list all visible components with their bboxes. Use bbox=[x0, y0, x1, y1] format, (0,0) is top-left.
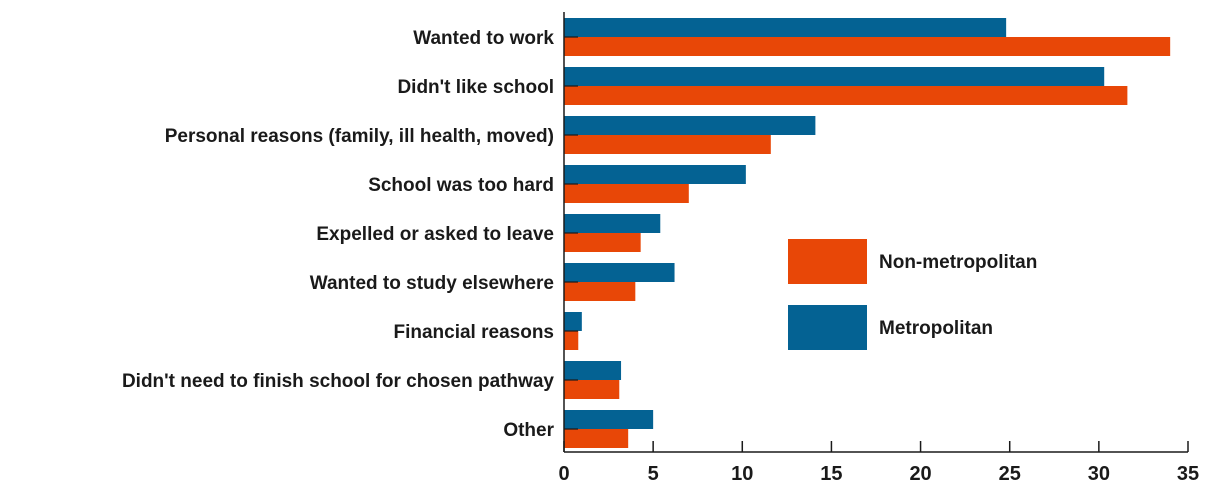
category-labels: Wanted to work Didn't like school Personal… bbox=[122, 28, 555, 441]
legend-swatch-non-metropolitan bbox=[788, 239, 867, 284]
bar-metropolitan-school-was-too-hard bbox=[564, 165, 746, 184]
bars-group bbox=[564, 18, 1171, 448]
x-tick-label: 20 bbox=[909, 463, 931, 485]
bar-metropolitan-expelled-or-asked-to-leave bbox=[564, 214, 661, 233]
bar-non-metropolitan-expelled-or-asked-to-leave bbox=[564, 233, 641, 252]
x-tick-label: 15 bbox=[820, 463, 842, 485]
category-label: Personal reasons (family, ill health, mo… bbox=[165, 126, 554, 147]
x-tick-label: 35 bbox=[1177, 463, 1199, 485]
bar-non-metropolitan-wanted-to-study-elsewhere bbox=[564, 282, 636, 301]
bar-metropolitan-didn-t-like-school bbox=[564, 67, 1105, 86]
bar-non-metropolitan-wanted-to-work bbox=[564, 37, 1171, 56]
bar-metropolitan-other bbox=[564, 410, 654, 429]
x-axis-ticks: 0 5 10 15 20 25 30 35 bbox=[558, 441, 1199, 485]
bar-metropolitan-wanted-to-work bbox=[564, 18, 1007, 37]
category-label: Wanted to work bbox=[413, 28, 554, 49]
bar-metropolitan-didn-t-need-to-finish-school-for-chosen-pathway bbox=[564, 361, 622, 380]
category-label: Didn't need to finish school for chosen … bbox=[122, 371, 554, 392]
x-tick-label: 30 bbox=[1088, 463, 1110, 485]
bar-metropolitan-financial-reasons bbox=[564, 312, 582, 331]
bar-non-metropolitan-financial-reasons bbox=[564, 331, 579, 350]
category-label: Didn't like school bbox=[397, 77, 554, 98]
category-label: Other bbox=[503, 420, 554, 441]
bar-non-metropolitan-personal-reasons-family-ill-health-moved bbox=[564, 135, 771, 154]
x-tick-label: 0 bbox=[558, 463, 569, 485]
category-label: Expelled or asked to leave bbox=[316, 224, 554, 245]
bar-non-metropolitan-didn-t-like-school bbox=[564, 86, 1128, 105]
legend-swatch-metropolitan bbox=[788, 305, 867, 350]
bar-non-metropolitan-school-was-too-hard bbox=[564, 184, 689, 203]
x-tick-label: 5 bbox=[648, 463, 659, 485]
legend: Non-metropolitan Metropolitan bbox=[788, 239, 1037, 350]
category-label: Financial reasons bbox=[393, 322, 554, 343]
x-tick-label: 25 bbox=[999, 463, 1021, 485]
category-label: School was too hard bbox=[368, 175, 554, 196]
bar-non-metropolitan-other bbox=[564, 429, 629, 448]
bar-metropolitan-wanted-to-study-elsewhere bbox=[564, 263, 675, 282]
legend-label-metropolitan: Metropolitan bbox=[879, 318, 993, 339]
x-tick-label: 10 bbox=[731, 463, 753, 485]
legend-label-non-metropolitan: Non-metropolitan bbox=[879, 252, 1037, 273]
category-label: Wanted to study elsewhere bbox=[310, 273, 554, 294]
bar-metropolitan-personal-reasons-family-ill-health-moved bbox=[564, 116, 816, 135]
bar-non-metropolitan-didn-t-need-to-finish-school-for-chosen-pathway bbox=[564, 380, 620, 399]
